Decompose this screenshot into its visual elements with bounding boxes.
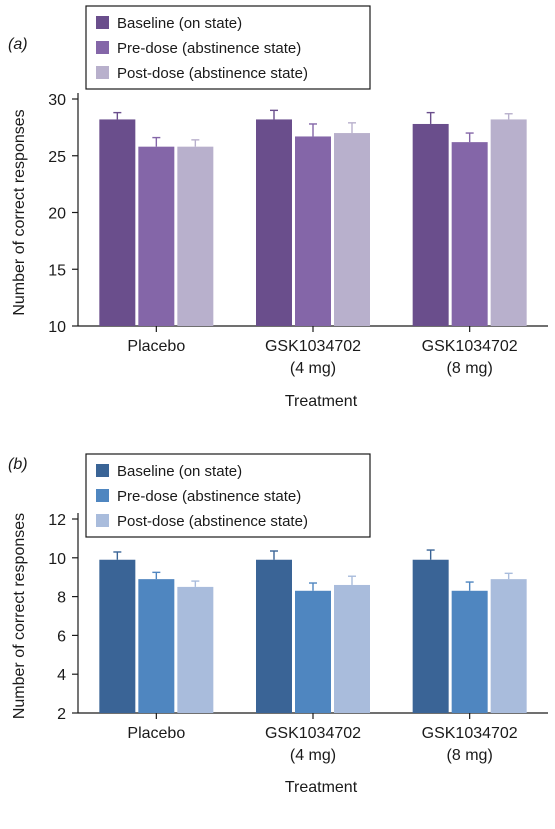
bar — [412, 559, 449, 713]
y-tick-label: 2 — [57, 706, 66, 723]
panel-label: (b) — [8, 456, 28, 473]
bar — [490, 119, 527, 327]
y-tick-label: 15 — [48, 262, 66, 279]
chart-panel-a: (a) 10 15 20 25 30 Number of correct responses… — [8, 5, 548, 410]
bar — [295, 590, 331, 713]
y-tick-label: 6 — [57, 628, 66, 645]
bar — [177, 146, 214, 326]
x-tick-label: GSK1034702 — [265, 725, 361, 742]
legend-box — [85, 5, 371, 90]
legend-swatch — [96, 41, 109, 54]
bar — [138, 579, 175, 713]
x-axis-label: Treatment — [285, 779, 358, 796]
legend-label: Baseline (on state) — [117, 15, 242, 32]
legend-box — [85, 453, 371, 538]
x-tick-label: Placebo — [127, 725, 185, 742]
x-tick-label: (4 mg) — [290, 747, 336, 764]
legend-swatch — [96, 66, 109, 79]
bar — [490, 579, 527, 713]
bar — [256, 559, 292, 713]
bar — [334, 584, 370, 713]
x-tick-label: (8 mg) — [447, 360, 493, 377]
x-tick-label: GSK1034702 — [265, 338, 361, 355]
legend-label: Post-dose (abstinence state) — [117, 65, 308, 82]
y-tick-label: 20 — [48, 206, 66, 223]
y-tick-label: 4 — [57, 667, 66, 684]
y-tick-label: 30 — [48, 92, 66, 109]
x-tick-label: GSK1034702 — [422, 338, 518, 355]
y-axis-label: Number of correct responses — [11, 109, 28, 315]
legend-swatch — [96, 16, 109, 29]
legend: Baseline (on state) Pre-dose (abstinence … — [85, 5, 371, 90]
legend-label: Pre-dose (abstinence state) — [117, 40, 301, 57]
chart-panel-b: (b) 2 4 6 8 10 12 Number of correct responses Pl… — [8, 453, 548, 796]
x-tick-label: GSK1034702 — [422, 725, 518, 742]
y-tick-label: 25 — [48, 149, 66, 166]
y-tick-label: 10 — [48, 319, 66, 336]
y-tick-label: 10 — [48, 551, 66, 568]
bar — [451, 590, 488, 713]
legend-label: Pre-dose (abstinence state) — [117, 488, 301, 505]
bar — [99, 119, 136, 327]
y-tick-label: 12 — [48, 512, 66, 529]
bar — [334, 133, 370, 326]
x-tick-label: (8 mg) — [447, 747, 493, 764]
bar — [451, 142, 488, 326]
x-tick-label: Placebo — [127, 338, 185, 355]
x-axis-label: Treatment — [285, 393, 358, 410]
legend: Baseline (on state) Pre-dose (abstinence … — [85, 453, 371, 538]
legend-swatch — [96, 464, 109, 477]
legend-label: Post-dose (abstinence state) — [117, 513, 308, 530]
bar — [295, 136, 331, 326]
panel-label: (a) — [8, 36, 28, 53]
bar — [412, 123, 449, 326]
y-axis-label: Number of correct responses — [11, 513, 28, 719]
bar — [99, 559, 136, 713]
bar — [138, 146, 175, 326]
legend-swatch — [96, 514, 109, 527]
legend-label: Baseline (on state) — [117, 463, 242, 480]
bar — [177, 586, 214, 713]
bar — [256, 119, 292, 327]
y-tick-label: 8 — [57, 590, 66, 607]
x-tick-label: (4 mg) — [290, 360, 336, 377]
legend-swatch — [96, 489, 109, 502]
